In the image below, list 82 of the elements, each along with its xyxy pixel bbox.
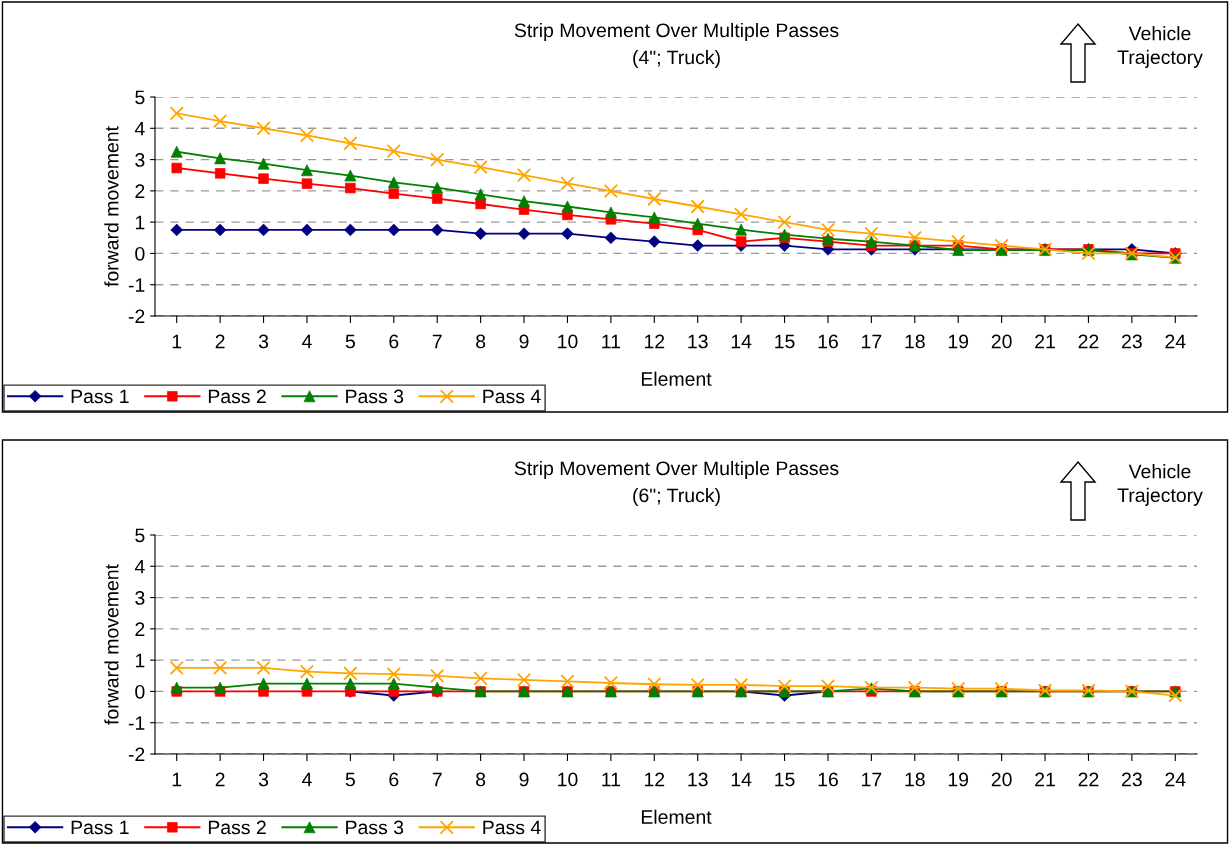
x-tick-label: 5 (345, 334, 355, 349)
x-tick-label: 20 (991, 772, 1012, 787)
x-tick-label: 17 (862, 772, 882, 787)
chart-subtitle: (6"; Truck) (633, 487, 720, 507)
x-tick-label: 8 (476, 772, 486, 787)
y-tick-label: -2 (128, 309, 145, 324)
x-tick-label: 19 (948, 334, 969, 349)
x-tick-label: 9 (519, 772, 529, 787)
x-tick-label: 10 (558, 334, 578, 349)
x-tick-label: 16 (818, 334, 838, 349)
x-tick-label: 17 (862, 334, 882, 349)
x-tick-label: 18 (905, 772, 925, 787)
x-tick-label: 1 (172, 772, 182, 787)
x-axis-title: Element (641, 809, 712, 824)
legend-label: Pass 2 (208, 820, 266, 835)
y-tick-label: 2 (135, 184, 145, 198)
x-tick-label: 12 (644, 772, 665, 787)
y-tick-label: 5 (135, 528, 145, 543)
text: Vehicle Trajectory (1117, 26, 1203, 68)
x-tick-label: 14 (731, 772, 752, 787)
chart-subtitle: (4"; Truck) (633, 49, 720, 69)
x-tick-label: 9 (519, 334, 529, 349)
x-tick-label: 7 (432, 772, 442, 787)
x-tick-label: 14 (731, 334, 752, 349)
x-tick-label: 4 (302, 772, 312, 787)
x-tick-label: 23 (1122, 334, 1142, 349)
y-axis-title: forward movement (104, 126, 119, 287)
x-tick-label: 23 (1122, 772, 1142, 787)
y-tick-label: 3 (135, 591, 145, 605)
x-tick-label: 1 (172, 334, 182, 349)
legend-label: Pass 1 (71, 820, 129, 835)
x-tick-label: 10 (558, 772, 578, 787)
y-tick-label: -1 (128, 716, 145, 730)
x-tick-label: 13 (688, 334, 708, 349)
y-tick-label: 4 (134, 121, 145, 136)
legend-label: Pass 4 (483, 389, 541, 404)
x-tick-label: 3 (258, 772, 269, 787)
y-tick-label: -2 (128, 747, 145, 762)
y-axis-title: forward movement (104, 564, 119, 725)
x-tick-label: 8 (476, 334, 486, 349)
legend-label: Pass 4 (483, 820, 541, 835)
y-tick-label: 0 (135, 246, 145, 261)
x-tick-label: 6 (389, 772, 399, 787)
x-tick-label: 3 (258, 334, 269, 349)
y-tick-label: 1 (135, 215, 145, 230)
legend-label: Pass 1 (71, 389, 129, 404)
x-tick-label: 24 (1165, 334, 1186, 349)
x-tick-label: 18 (905, 334, 925, 349)
y-tick-label: 5 (135, 90, 145, 105)
x-tick-label: 2 (215, 334, 225, 349)
y-tick-label: 3 (135, 153, 145, 167)
y-tick-label: 1 (135, 653, 145, 668)
legend-label: Pass 2 (208, 389, 266, 404)
x-tick-label: 11 (602, 772, 621, 787)
x-tick-label: 13 (688, 772, 708, 787)
x-tick-label: 24 (1165, 772, 1186, 787)
x-tick-label: 19 (948, 772, 969, 787)
x-tick-label: 22 (1078, 334, 1099, 349)
x-tick-label: 4 (302, 334, 312, 349)
y-tick-label: 0 (135, 684, 145, 699)
y-tick-label: 4 (134, 559, 145, 574)
x-tick-label: 15 (775, 334, 795, 349)
x-tick-label: 20 (991, 334, 1012, 349)
x-tick-label: 5 (345, 772, 355, 787)
chart-title: Strip Movement Over Multiple Passes (514, 22, 839, 42)
x-tick-label: 21 (1035, 772, 1055, 787)
x-tick-label: 2 (215, 772, 225, 787)
y-tick-label: 2 (135, 622, 145, 636)
x-tick-label: 15 (775, 772, 795, 787)
x-tick-label: 11 (602, 334, 621, 349)
x-tick-label: 22 (1078, 772, 1099, 787)
x-tick-label: 12 (644, 334, 665, 349)
x-axis-title: Element (641, 371, 712, 386)
text: Vehicle Trajectory (1117, 464, 1203, 506)
x-tick-label: 16 (818, 772, 838, 787)
x-tick-label: 21 (1035, 334, 1055, 349)
x-tick-label: 7 (432, 334, 442, 349)
legend-label: Pass 3 (346, 389, 404, 404)
y-tick-label: -1 (128, 278, 145, 292)
chart-title: Strip Movement Over Multiple Passes (514, 460, 839, 480)
legend-label: Pass 3 (346, 820, 404, 835)
x-tick-label: 6 (389, 334, 399, 349)
